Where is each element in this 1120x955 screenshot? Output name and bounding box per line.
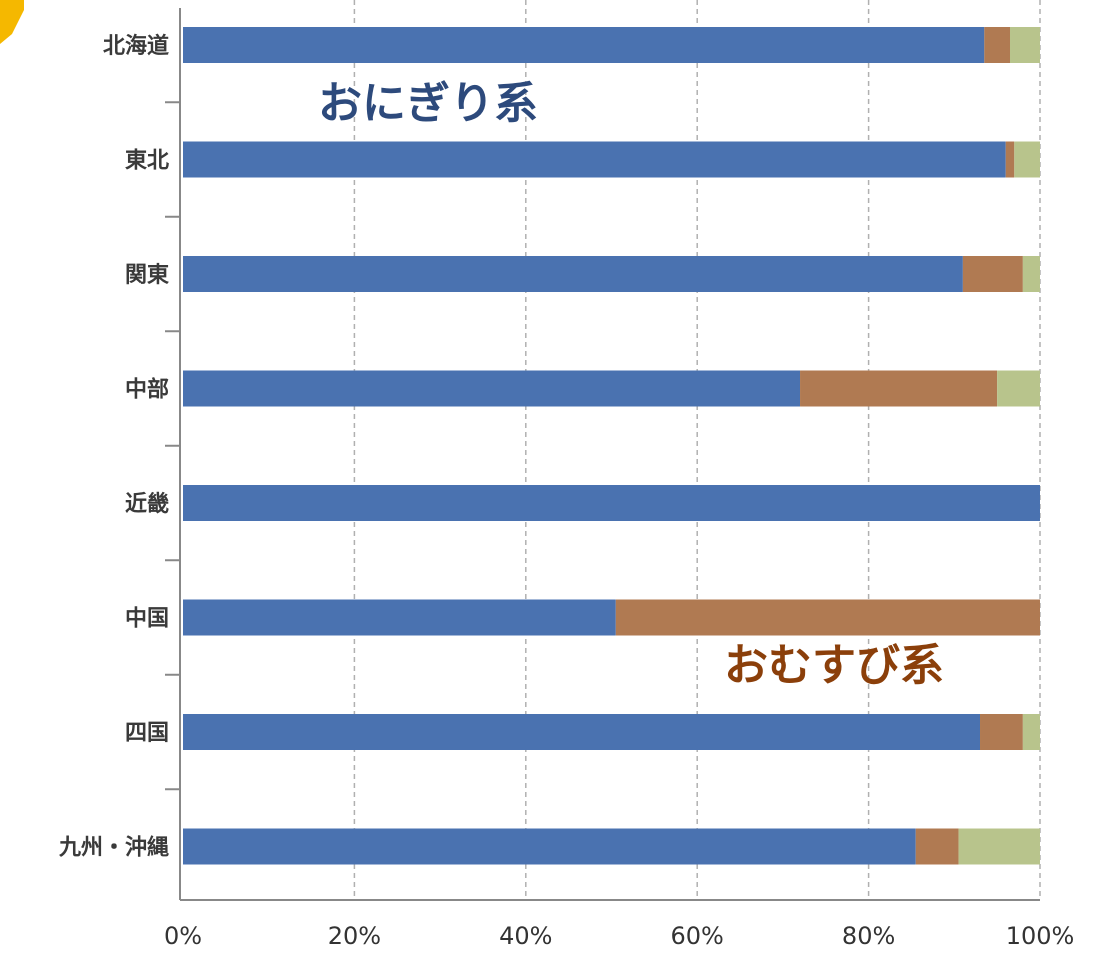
category-label: 北海道 — [103, 33, 169, 59]
bar-segment — [984, 27, 1011, 63]
category-label: 四国 — [125, 721, 169, 746]
bar-segment — [962, 256, 1023, 292]
category-label: 関東 — [125, 263, 169, 288]
bar-segment — [800, 370, 998, 407]
bar-segment — [183, 828, 916, 865]
bar-segment — [183, 141, 1006, 178]
bar-segment — [1022, 714, 1040, 750]
series-label-2: おむすび系 — [724, 640, 944, 691]
category-label: 東北 — [125, 149, 169, 174]
x-tick-label: 40% — [499, 922, 552, 950]
bar-segment — [1010, 27, 1040, 63]
bar-segment — [980, 714, 1023, 750]
bar-segment — [183, 27, 985, 63]
bar-segment — [958, 828, 1040, 865]
bar-segment — [915, 828, 959, 865]
bar-segment — [183, 485, 1040, 521]
bar-segment — [183, 599, 616, 636]
x-tick-label: 60% — [671, 922, 724, 950]
corner-tab-shape — [0, 0, 24, 44]
x-tick-label: 100% — [1006, 922, 1075, 950]
series-label-1: おにぎり系 — [318, 78, 538, 129]
x-tick-label: 0% — [164, 922, 202, 950]
category-label: 中部 — [125, 377, 169, 403]
category-label: 中国 — [125, 607, 169, 632]
category-label: 近畿 — [125, 491, 169, 517]
x-tick-label: 20% — [328, 922, 381, 950]
bar-segment — [997, 370, 1040, 407]
bar-segment — [183, 256, 963, 292]
bar-segment — [1022, 256, 1040, 292]
category-label: 九州・沖縄 — [58, 836, 169, 861]
x-tick-label: 80% — [842, 922, 895, 950]
bar-segment — [1014, 141, 1040, 178]
bar-segment — [183, 714, 981, 750]
bar-segment — [615, 599, 1040, 636]
bar-segment — [1005, 141, 1015, 178]
bar-segment — [183, 370, 801, 407]
